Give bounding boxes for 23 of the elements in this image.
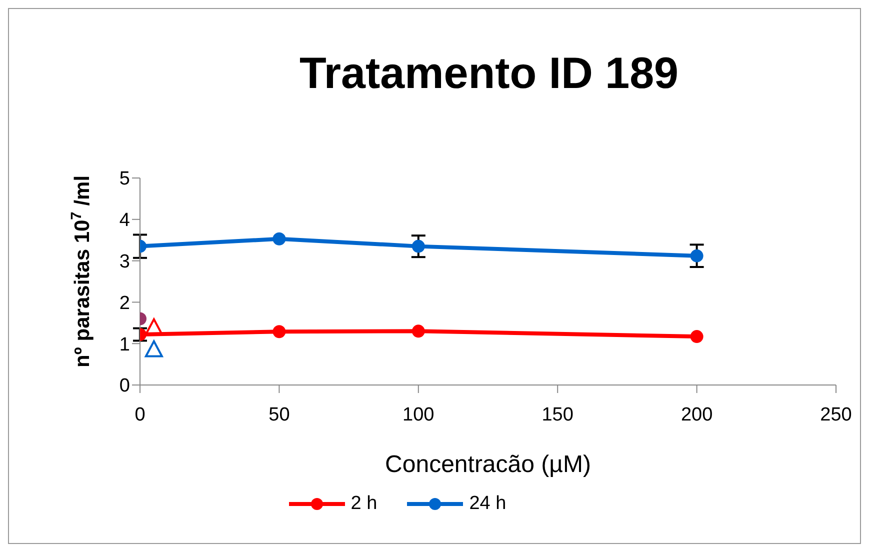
x-tick-label: 0 (134, 404, 146, 426)
x-tick-label: 50 (268, 404, 290, 426)
y-tick-label: 3 (119, 252, 130, 273)
point (412, 324, 425, 338)
x-tick-label: 250 (820, 404, 852, 426)
point (690, 249, 704, 262)
chart-title: Tratamento ID 189 (298, 49, 680, 99)
point (690, 330, 704, 344)
x-tick-label: 200 (680, 404, 713, 426)
x-axis-title: Concentracão (µM) (385, 451, 591, 478)
point (412, 240, 425, 253)
x-tick-label: 150 (542, 404, 574, 426)
y-tick-label: 5 (119, 168, 130, 190)
y-tick-label: 4 (119, 210, 130, 232)
y-tick-label: 0 (119, 376, 130, 397)
legend-label: 2 h (350, 493, 378, 515)
legend-label: 24 h (469, 493, 506, 515)
y-tick-label: 2 (119, 292, 130, 314)
point (272, 232, 286, 246)
point (272, 325, 286, 338)
x-tick-label: 100 (402, 404, 434, 426)
point (144, 340, 163, 358)
y-tick-label: 1 (119, 334, 130, 356)
